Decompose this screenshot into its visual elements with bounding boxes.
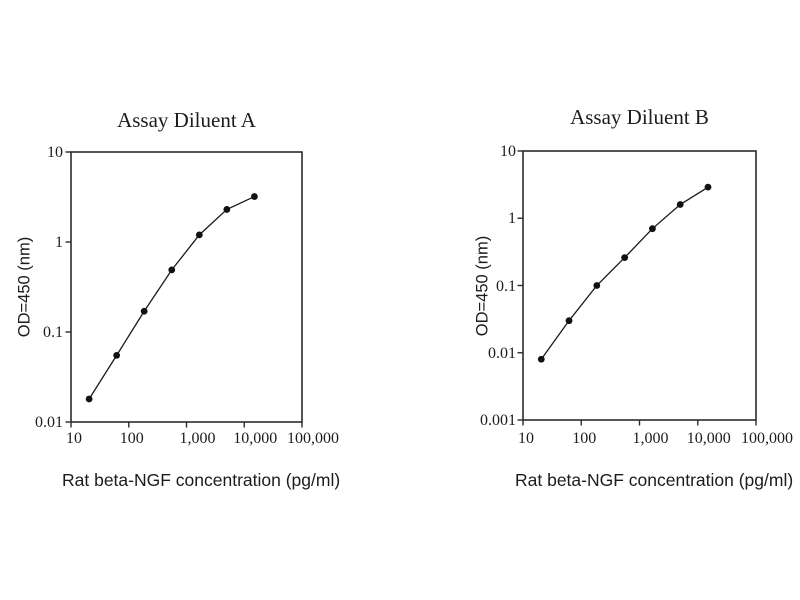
chart-a-y-axis-label: OD=450 (nm) <box>15 236 34 338</box>
x-tick-label: 10,000 <box>686 430 731 447</box>
data-point-marker <box>621 254 629 261</box>
y-tick-label: 1 <box>508 210 516 228</box>
chart-a-x-axis-label: Rat beta-NGF concentration (pg/ml) <box>62 470 341 490</box>
y-tick-label: 10 <box>500 143 516 160</box>
x-tick-label: 100 <box>572 430 597 447</box>
plot-border <box>522 150 757 421</box>
chart-b-x-axis-label: Rat beta-NGF concentration (pg/ml) <box>515 470 794 490</box>
data-point-marker <box>676 201 684 208</box>
chart-b-title: Assay Diluent B <box>570 105 709 129</box>
data-point-marker <box>168 266 176 274</box>
data-point-marker <box>593 282 601 289</box>
data-point-marker <box>251 193 258 200</box>
y-tick-label: 0.01 <box>488 344 516 362</box>
x-tick-label: 1,000 <box>179 430 216 447</box>
data-point-marker <box>113 351 121 359</box>
plot-border <box>70 151 303 423</box>
data-point-marker <box>565 317 573 325</box>
data-point-marker <box>704 183 712 191</box>
x-tick-label: 100,000 <box>287 430 339 447</box>
y-tick-label: 0.001 <box>480 412 516 429</box>
standard-curve-line <box>540 186 709 360</box>
data-point-marker <box>85 395 93 403</box>
y-tick-label: 0.01 <box>35 414 63 431</box>
x-tick-label: 100,000 <box>741 430 793 447</box>
y-tick-label: 1 <box>55 234 63 251</box>
chart-a-title: Assay Diluent A <box>117 108 256 132</box>
data-point-marker <box>140 307 148 315</box>
chart-b-y-axis-label: OD=450 (nm) <box>473 235 492 337</box>
y-tick-label: 0.1 <box>43 324 63 341</box>
x-tick-label: 1,000 <box>632 430 669 447</box>
x-tick-label: 10,000 <box>233 430 278 447</box>
data-point-marker <box>649 225 656 233</box>
y-tick-label: 0.1 <box>496 277 516 295</box>
x-tick-label: 10 <box>66 430 82 447</box>
x-tick-label: 100 <box>119 430 144 447</box>
y-tick-label: 10 <box>47 144 63 161</box>
x-tick-label: 10 <box>518 430 534 447</box>
data-point-marker <box>223 206 231 213</box>
data-point-marker <box>537 355 545 363</box>
standard-curve-line <box>88 195 255 400</box>
data-point-marker <box>195 231 203 239</box>
